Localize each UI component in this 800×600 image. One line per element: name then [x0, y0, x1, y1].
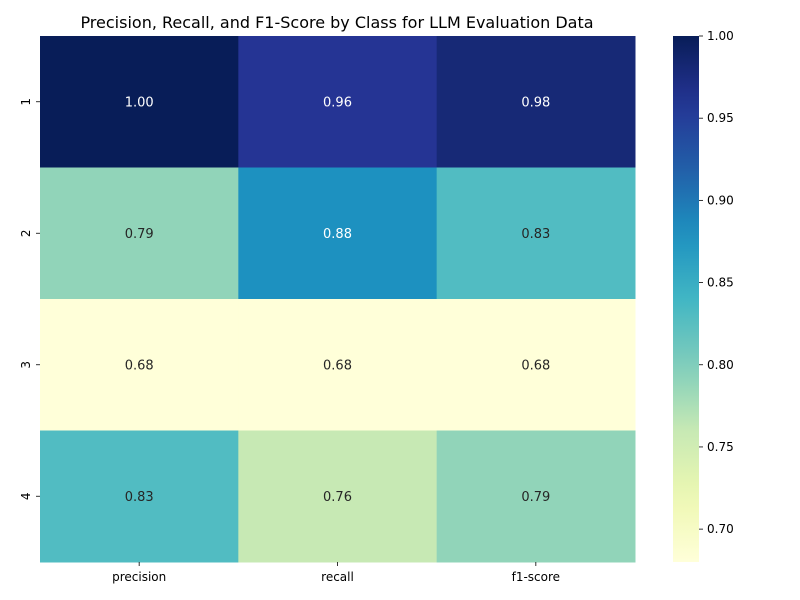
- colorbar-tick-label: 1.00: [707, 29, 734, 43]
- heatmap-cell-r3-precision: [40, 299, 239, 431]
- heatmap-cell-r2-f1-score: [436, 167, 636, 300]
- y-tick-label: 2: [19, 229, 33, 237]
- x-axis: precision recall f1-score: [112, 562, 560, 584]
- cell-value-label: 0.96: [323, 95, 352, 110]
- x-tick-label: precision: [112, 570, 166, 584]
- colorbar: 0.70 0.75 0.80 0.85 0.90 0.95 1.00: [673, 29, 734, 562]
- heatmap-cells: 1.00 0.96 0.98 0.79 0.88 0.83 0.68 0.68 0.68 0.83…: [40, 36, 636, 563]
- heatmap-cell-r2-precision: [40, 167, 239, 300]
- cell-value-label: 0.98: [521, 95, 550, 110]
- x-tick-label: recall: [321, 570, 354, 584]
- heatmap-cell-r4-recall: [238, 430, 438, 563]
- heatmap-cell-r1-precision: [40, 36, 239, 168]
- cell-value-label: 0.88: [323, 227, 352, 242]
- colorbar-tick-label: 0.90: [707, 193, 734, 207]
- colorbar-tick-label: 0.95: [707, 111, 734, 125]
- y-axis: 1 2 3 4: [19, 98, 40, 500]
- heatmap-cell-r2-recall: [238, 167, 438, 300]
- y-tick-label: 1: [19, 98, 33, 106]
- cell-value-label: 0.68: [125, 358, 154, 373]
- colorbar-tick-label: 0.70: [707, 522, 734, 536]
- heatmap-cell-r4-precision: [40, 430, 239, 563]
- cell-value-label: 0.83: [125, 490, 154, 505]
- colorbar-tick-label: 0.80: [707, 358, 734, 372]
- cell-value-label: 0.68: [323, 358, 352, 373]
- heatmap-cell-r1-f1-score: [436, 36, 636, 168]
- heatmap-cell-r3-f1-score: [436, 299, 636, 431]
- chart-title: Precision, Recall, and F1-Score by Class…: [80, 13, 593, 32]
- cell-value-label: 1.00: [125, 95, 154, 110]
- cell-value-label: 0.83: [521, 227, 550, 242]
- heatmap-cell-r4-f1-score: [436, 430, 636, 563]
- y-tick-label: 4: [19, 492, 33, 500]
- colorbar-tick-label: 0.75: [707, 440, 734, 454]
- x-tick-label: f1-score: [512, 570, 560, 584]
- cell-value-label: 0.68: [521, 358, 550, 373]
- colorbar-gradient: [673, 36, 699, 562]
- cell-value-label: 0.79: [125, 227, 154, 242]
- y-tick-label: 3: [19, 361, 33, 369]
- heatmap-cell-r3-recall: [238, 299, 438, 431]
- heatmap-cell-r1-recall: [238, 36, 438, 168]
- cell-value-label: 0.76: [323, 490, 352, 505]
- cell-value-label: 0.79: [521, 490, 550, 505]
- colorbar-tick-label: 0.85: [707, 276, 734, 290]
